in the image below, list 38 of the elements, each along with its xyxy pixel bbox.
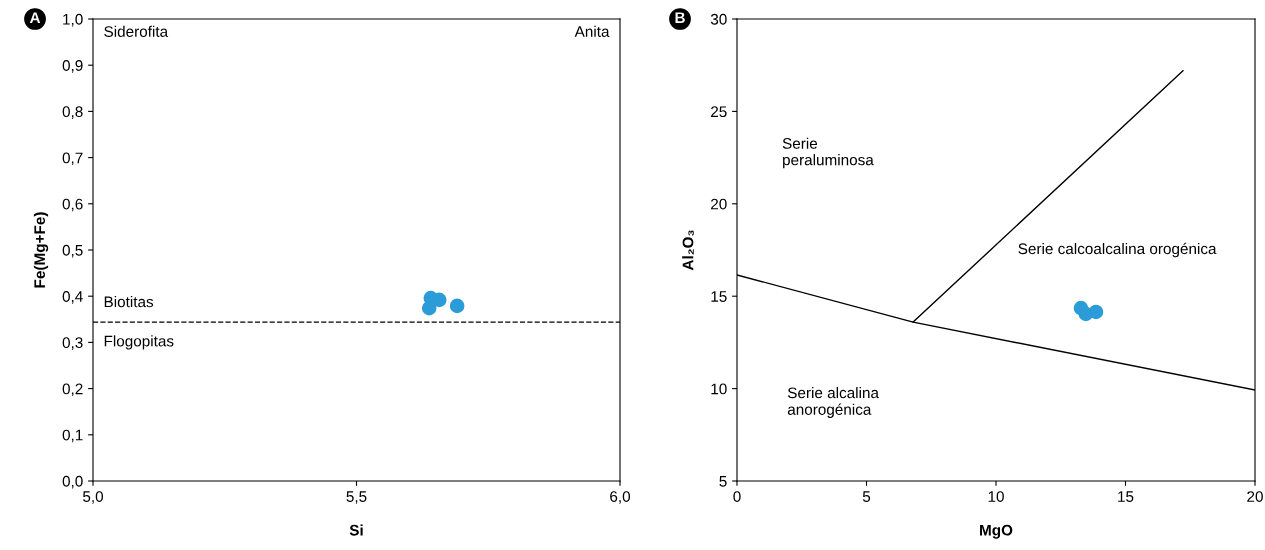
annotation: Serie alcalina anorogénica [787,387,879,418]
y-tick-label: 10 [711,383,727,395]
y-tick-label: 30 [710,13,727,25]
y-tick-label: 0,3 [62,337,83,350]
y-axis-title: Fe(Mg+Fe) [33,212,49,288]
x-tick-label: 5,5 [346,491,367,504]
annotation: Serie peraluminosa [782,137,874,169]
annotation: Biotitas [104,296,154,308]
y-tick-label: 0,7 [62,152,83,166]
x-axis-title: Si [349,524,363,536]
text: A [29,12,41,23]
y-tick-label: 0,1 [62,429,83,443]
y-tick-label: 0,2 [62,383,83,397]
y-tick-label: 0,0 [62,475,83,489]
y-tick-label: 0,4 [62,291,83,304]
annotation: Anita [574,25,610,37]
y-tick-label: 25 [711,106,727,118]
x-axis-title: MgO [980,524,1013,539]
x-tick-label: 5 [862,491,871,502]
x-tick-label: 15 [1118,491,1134,502]
x-tick-label: 20 [1247,491,1263,502]
x-tick-label: 0 [733,491,741,502]
y-tick-label: 1,0 [63,13,83,27]
x-tick-label: 10 [988,491,1004,502]
y-tick-label: 0,9 [62,60,83,73]
x-tick-label: 6,0 [610,491,631,504]
y-tick-label: 0,6 [62,198,83,212]
x-tick-label: 5,0 [82,491,104,504]
annotation: Siderofita [104,25,169,37]
annotation: Serie calcoalcalina orogénica [1018,242,1217,258]
text: B [675,12,685,23]
y-tick-label: 15 [711,291,727,302]
annotation: Flogopitas [104,335,174,350]
y-tick-label: 0,5 [62,244,83,258]
y-axis-title: Al₂O₃ [682,230,694,271]
y-tick-label: 0,8 [62,106,83,119]
y-tick-label: 20 [711,198,727,210]
y-tick-label: 5 [719,476,727,487]
